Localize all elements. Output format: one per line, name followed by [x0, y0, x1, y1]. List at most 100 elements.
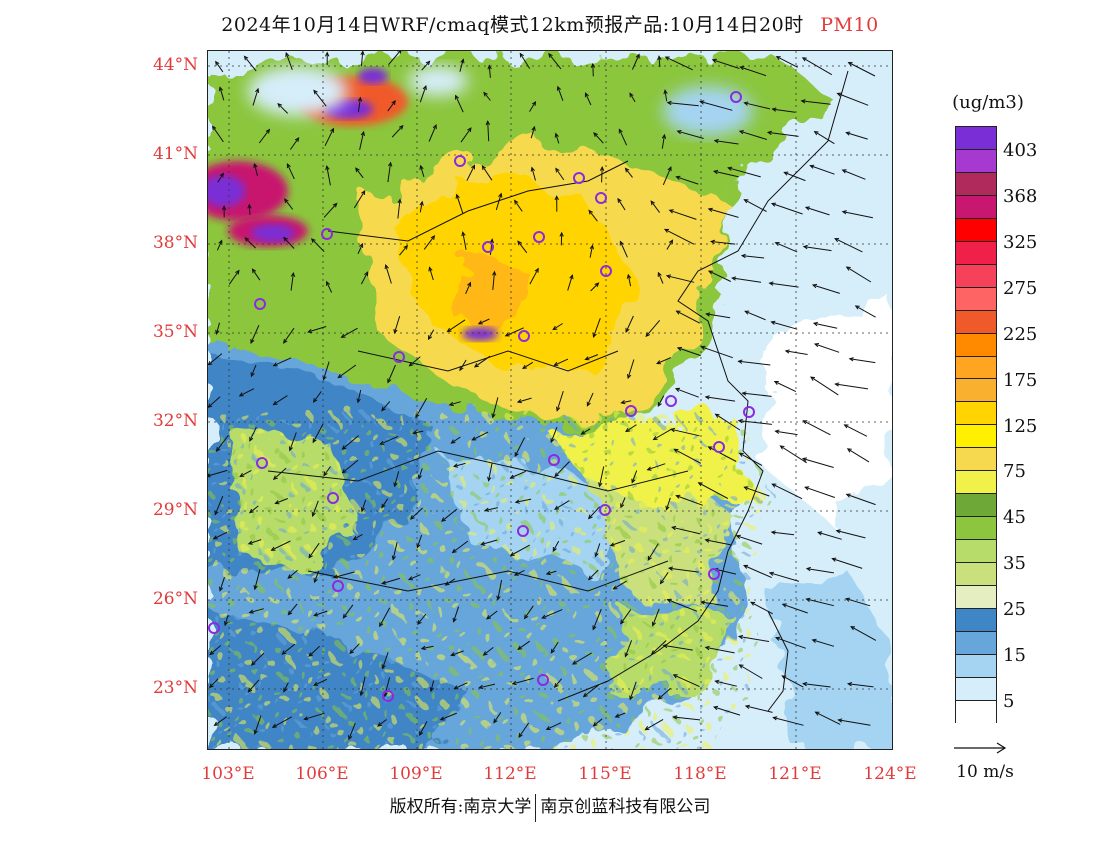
- wind-vector-head: [212, 535, 218, 540]
- city-marker: [537, 674, 549, 686]
- wind-vector-head: [381, 406, 386, 412]
- wind-vector: [739, 130, 767, 140]
- wind-vector-head: [272, 400, 278, 406]
- wind-vector: [483, 92, 491, 101]
- wind-vector: [382, 652, 389, 669]
- wind-vector-head: [364, 271, 369, 277]
- wind-vector-head: [593, 132, 598, 137]
- wind-vector: [515, 498, 532, 503]
- wind-vector: [610, 540, 626, 547]
- wind-vector: [629, 681, 637, 700]
- wind-vector: [208, 396, 221, 408]
- wind-vector: [514, 200, 523, 212]
- wind-vector-head: [571, 660, 577, 665]
- wind-vector-head: [509, 474, 515, 479]
- wind-vector: [556, 390, 564, 411]
- wind-vector-head: [620, 503, 625, 509]
- wind-vector: [803, 683, 831, 688]
- wind-vector: [326, 166, 331, 186]
- wind-vector: [277, 103, 289, 114]
- wind-vector-head: [612, 585, 618, 590]
- wind-vector-head: [360, 51, 365, 56]
- wind-vector-head: [455, 94, 460, 100]
- copyright: 版权所有:南京大学 南京创蓝科技有限公司: [0, 792, 1100, 822]
- wind-vector-head: [775, 636, 781, 641]
- legend-label: 45: [1003, 507, 1026, 529]
- wind-vector-head: [341, 445, 347, 450]
- wind-vector-head: [743, 199, 749, 204]
- wind-vector: [698, 482, 729, 499]
- wind-vector-head: [283, 687, 288, 693]
- wind-vector: [353, 533, 363, 540]
- wind-vector: [818, 531, 842, 540]
- wind-vector-head: [249, 436, 254, 442]
- wind-vector: [593, 318, 601, 338]
- wind-vector-head: [214, 510, 219, 516]
- city-marker: [393, 351, 405, 363]
- wind-vector-head: [409, 515, 415, 520]
- wind-vector: [275, 498, 288, 504]
- wind-vector-head: [459, 366, 464, 372]
- wind-vector-head: [248, 609, 254, 614]
- wind-vector-head: [516, 399, 522, 404]
- wind-vector-head: [492, 270, 497, 276]
- wind-vector-head: [805, 566, 811, 572]
- wind-vector: [714, 140, 739, 145]
- wind-vector-head: [387, 161, 393, 167]
- wind-vector: [615, 712, 626, 718]
- wind-vector-head: [514, 199, 519, 205]
- wind-vector-head: [311, 511, 316, 518]
- wind-vector-head: [714, 413, 720, 418]
- wind-vector: [323, 203, 338, 218]
- wind-vector-head: [312, 398, 318, 403]
- wind-vector: [492, 271, 495, 290]
- legend-swatch: [956, 172, 996, 196]
- wind-vector: [647, 463, 666, 471]
- lon-tick-label: 118°E: [673, 764, 727, 784]
- wind-vector-head: [714, 679, 720, 684]
- wind-vector-head: [847, 61, 853, 66]
- wind-vector-head: [342, 613, 348, 619]
- wind-vector: [497, 579, 503, 600]
- wind-vector-head: [455, 193, 460, 199]
- wind-vector-head: [841, 169, 847, 174]
- wind-vector-head: [768, 281, 774, 286]
- wind-vector: [408, 574, 421, 581]
- wind-vector: [208, 469, 228, 477]
- wind-vector: [705, 646, 735, 654]
- wind-vector-head: [377, 722, 383, 727]
- wind-vector: [333, 571, 355, 578]
- wind-vector: [394, 315, 401, 334]
- wind-vector-head: [779, 445, 785, 450]
- wind-vector: [455, 95, 464, 113]
- wind-vector-head: [592, 721, 598, 727]
- wind-vector-head: [213, 721, 219, 727]
- wind-vector-head: [735, 534, 741, 539]
- wind-vector: [517, 640, 530, 650]
- wind-vector-head: [281, 650, 287, 655]
- wind-vector: [360, 271, 369, 285]
- wind-vector: [736, 535, 763, 545]
- wind-vector-head: [624, 167, 630, 173]
- legend-swatch: [956, 379, 996, 403]
- wind-vector-head: [743, 564, 749, 569]
- wind-vector: [453, 606, 460, 622]
- wind-vector-head: [272, 475, 278, 481]
- wind-vector: [850, 626, 877, 641]
- wind-vector-head: [657, 55, 662, 61]
- wind-vector-head: [620, 619, 625, 625]
- wind-vector: [228, 270, 240, 285]
- wind-vector-head: [215, 60, 220, 66]
- wind-vector: [252, 88, 259, 106]
- wind-vector-head: [441, 517, 446, 522]
- wind-vector-head: [285, 51, 290, 58]
- wind-vector-head: [348, 735, 353, 741]
- legend-swatch: [956, 149, 996, 173]
- wind-vector-head: [553, 361, 559, 366]
- wind-vector: [669, 209, 697, 220]
- wind-vector: [815, 711, 841, 725]
- wind-vector: [660, 572, 669, 584]
- wind-vector: [285, 52, 293, 70]
- wind-vector-head: [741, 391, 747, 396]
- wind-vector: [481, 165, 493, 181]
